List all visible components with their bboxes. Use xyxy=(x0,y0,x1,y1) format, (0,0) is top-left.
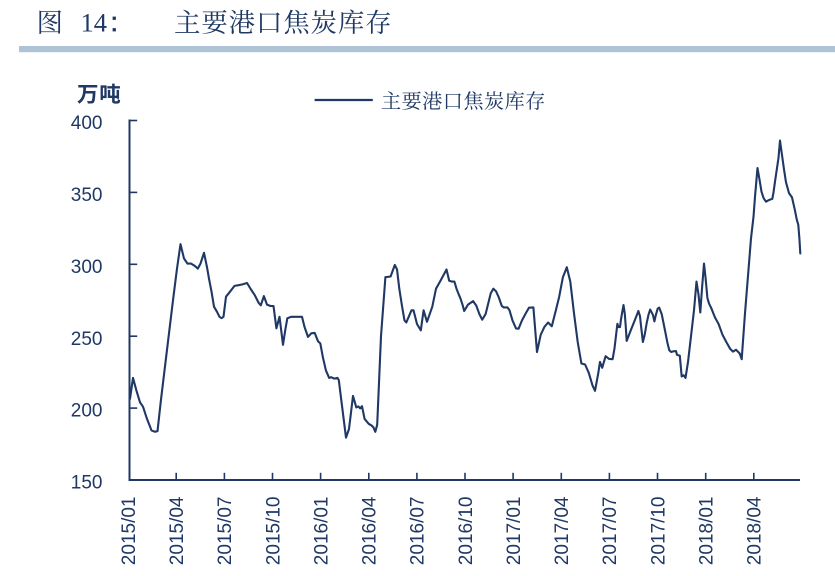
svg-text:2016/10: 2016/10 xyxy=(456,497,477,566)
svg-text:2017/01: 2017/01 xyxy=(504,497,525,566)
svg-text:2015/04: 2015/04 xyxy=(167,496,188,565)
svg-text:250: 250 xyxy=(71,329,103,350)
svg-text:2015/01: 2015/01 xyxy=(119,497,140,566)
svg-text:200: 200 xyxy=(71,401,103,422)
svg-text:2016/04: 2016/04 xyxy=(360,496,381,565)
svg-text:2016/07: 2016/07 xyxy=(408,497,429,566)
svg-text:350: 350 xyxy=(71,185,103,206)
svg-text:2017/07: 2017/07 xyxy=(600,497,621,566)
svg-text:2017/04: 2017/04 xyxy=(552,496,573,565)
svg-text:14: 14 xyxy=(81,7,108,37)
svg-text:2017/10: 2017/10 xyxy=(648,497,669,566)
svg-text:300: 300 xyxy=(71,257,103,278)
svg-text:2018/01: 2018/01 xyxy=(697,497,718,566)
svg-text:2018/04: 2018/04 xyxy=(745,496,766,565)
svg-text:2016/01: 2016/01 xyxy=(311,497,332,566)
svg-text:2015/10: 2015/10 xyxy=(263,497,284,566)
svg-text:400: 400 xyxy=(71,113,103,134)
svg-text:150: 150 xyxy=(71,473,103,494)
svg-text:2015/07: 2015/07 xyxy=(215,497,236,566)
